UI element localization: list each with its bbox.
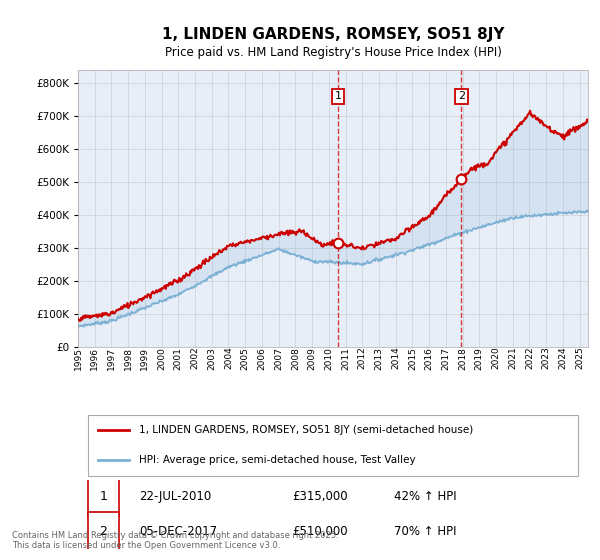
FancyBboxPatch shape — [88, 512, 119, 550]
Text: 2010: 2010 — [325, 347, 334, 370]
Text: 2002: 2002 — [191, 347, 200, 370]
Text: 2000: 2000 — [157, 347, 166, 370]
Text: 70% ↑ HPI: 70% ↑ HPI — [394, 525, 457, 538]
FancyBboxPatch shape — [88, 416, 578, 476]
Text: 1999: 1999 — [140, 347, 149, 370]
Text: 1, LINDEN GARDENS, ROMSEY, SO51 8JY: 1, LINDEN GARDENS, ROMSEY, SO51 8JY — [162, 27, 504, 43]
Text: 2015: 2015 — [408, 347, 417, 370]
Text: 1995: 1995 — [74, 347, 83, 370]
Text: 2017: 2017 — [442, 347, 451, 370]
Text: 2008: 2008 — [291, 347, 300, 370]
Text: 1997: 1997 — [107, 347, 116, 370]
Text: 2022: 2022 — [525, 347, 534, 369]
Text: 42% ↑ HPI: 42% ↑ HPI — [394, 491, 457, 503]
Text: 2007: 2007 — [274, 347, 283, 370]
Text: 2021: 2021 — [508, 347, 517, 370]
Text: 2003: 2003 — [207, 347, 216, 370]
Text: Contains HM Land Registry data © Crown copyright and database right 2025.
This d: Contains HM Land Registry data © Crown c… — [12, 530, 338, 550]
Text: 2005: 2005 — [241, 347, 250, 370]
Text: 1, LINDEN GARDENS, ROMSEY, SO51 8JY (semi-detached house): 1, LINDEN GARDENS, ROMSEY, SO51 8JY (sem… — [139, 425, 473, 435]
Text: 1: 1 — [100, 491, 107, 503]
Text: 05-DEC-2017: 05-DEC-2017 — [139, 525, 217, 538]
FancyBboxPatch shape — [88, 478, 119, 516]
Text: £315,000: £315,000 — [292, 491, 348, 503]
Text: 2024: 2024 — [559, 347, 568, 369]
Text: 1996: 1996 — [90, 347, 99, 370]
Text: 2023: 2023 — [542, 347, 551, 370]
Text: HPI: Average price, semi-detached house, Test Valley: HPI: Average price, semi-detached house,… — [139, 455, 416, 465]
Text: 2: 2 — [458, 91, 465, 101]
Text: 2012: 2012 — [358, 347, 367, 370]
Text: 2009: 2009 — [308, 347, 317, 370]
Text: Price paid vs. HM Land Registry's House Price Index (HPI): Price paid vs. HM Land Registry's House … — [164, 46, 502, 59]
Text: 1: 1 — [335, 91, 341, 101]
Text: 2014: 2014 — [391, 347, 400, 370]
Text: 22-JUL-2010: 22-JUL-2010 — [139, 491, 211, 503]
Text: 2025: 2025 — [575, 347, 584, 370]
Text: 2006: 2006 — [257, 347, 266, 370]
Text: 2018: 2018 — [458, 347, 467, 370]
Text: 2011: 2011 — [341, 347, 350, 370]
Text: 2013: 2013 — [374, 347, 383, 370]
Text: 1998: 1998 — [124, 347, 133, 370]
Text: 2004: 2004 — [224, 347, 233, 370]
Text: 2020: 2020 — [491, 347, 500, 370]
Text: 2: 2 — [100, 525, 107, 538]
Text: 2016: 2016 — [425, 347, 434, 370]
Text: 2019: 2019 — [475, 347, 484, 370]
Text: 2001: 2001 — [174, 347, 183, 370]
Text: £510,000: £510,000 — [292, 525, 348, 538]
